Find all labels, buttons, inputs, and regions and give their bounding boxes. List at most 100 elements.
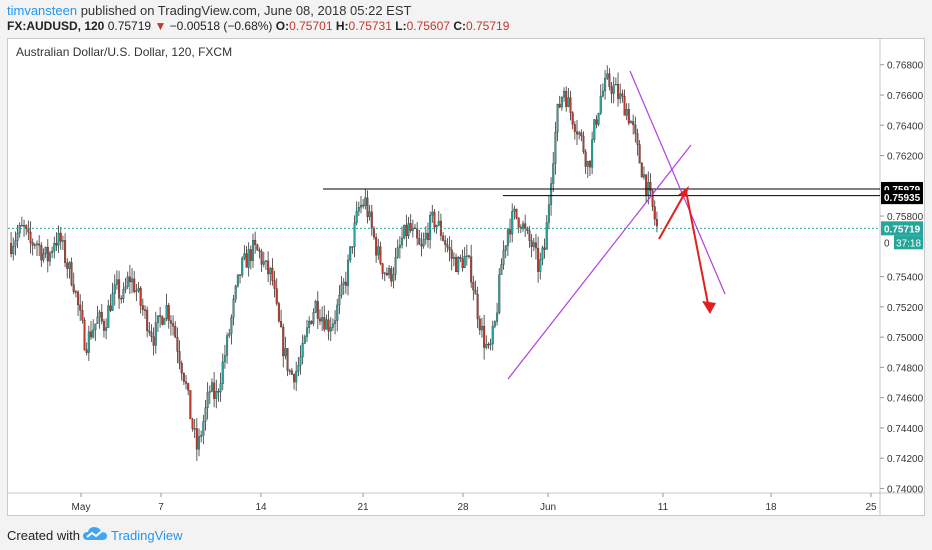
countdown-tag: 37:18 bbox=[896, 238, 921, 249]
candle-body bbox=[565, 91, 568, 107]
ohlc-line: FX:AUDUSD, 120 0.75719 ▼ −0.00518 (−0.68… bbox=[7, 19, 509, 33]
last-price: 0.75719 bbox=[107, 19, 152, 33]
candle-body bbox=[48, 252, 51, 262]
x-tick-label: 25 bbox=[865, 502, 877, 513]
candle-body bbox=[303, 336, 306, 344]
symbol-label: FX:AUDUSD, 120 bbox=[7, 19, 105, 33]
y-tick-label: 0.74400 bbox=[887, 424, 924, 435]
candle-body bbox=[571, 112, 574, 125]
candle-body bbox=[500, 264, 503, 275]
candle-body bbox=[509, 229, 512, 235]
y-tick-label: 0.75400 bbox=[887, 273, 924, 284]
candle-body bbox=[228, 333, 231, 336]
candle-body bbox=[18, 224, 21, 234]
tradingview-brand-link[interactable]: TradingView bbox=[111, 528, 183, 543]
tradingview-cloud-icon[interactable] bbox=[82, 525, 108, 545]
candle-body bbox=[131, 278, 134, 283]
candle-body bbox=[601, 90, 604, 97]
change-value: −0.00518 (−0.68%) bbox=[169, 19, 273, 33]
candle-body bbox=[133, 278, 136, 292]
candle-body bbox=[107, 305, 110, 328]
candle-body bbox=[578, 132, 581, 135]
candle-body bbox=[189, 390, 192, 420]
candle-body bbox=[254, 239, 257, 246]
candle-body bbox=[66, 262, 69, 269]
candle-body bbox=[632, 121, 635, 125]
candle-body bbox=[234, 285, 237, 300]
candle-body bbox=[435, 225, 438, 228]
candle-body bbox=[610, 86, 613, 94]
candle-body bbox=[347, 259, 350, 286]
candle-body bbox=[642, 174, 645, 178]
candle-body bbox=[448, 247, 451, 251]
candle-body bbox=[33, 244, 36, 246]
candle-body bbox=[245, 253, 248, 268]
descending-trendline bbox=[629, 70, 726, 295]
candle-body bbox=[392, 274, 395, 282]
candle-body bbox=[485, 343, 488, 348]
candle-body bbox=[321, 317, 324, 322]
candle-body bbox=[59, 232, 62, 242]
candle-body bbox=[275, 288, 278, 304]
candle-body bbox=[649, 181, 652, 191]
bounce-arrow-line bbox=[658, 190, 687, 240]
candle-body bbox=[286, 348, 289, 371]
candle-body bbox=[582, 135, 585, 152]
candle-body bbox=[87, 331, 90, 353]
candle-body bbox=[370, 211, 373, 229]
candle-body bbox=[251, 239, 255, 261]
author-link[interactable]: timvansteen bbox=[7, 3, 78, 18]
candle-body bbox=[580, 132, 583, 137]
candle-body bbox=[528, 230, 531, 241]
chart-title: Australian Dollar/U.S. Dollar, 120, FXCM bbox=[16, 45, 233, 59]
candle-body bbox=[120, 298, 123, 300]
candle-body bbox=[403, 224, 406, 239]
candle-body bbox=[362, 204, 365, 207]
candle-body bbox=[459, 257, 462, 260]
candle-body bbox=[457, 257, 460, 273]
candle-body bbox=[586, 161, 589, 167]
candle-body bbox=[593, 119, 596, 140]
candle-body bbox=[55, 243, 58, 246]
candle-body bbox=[543, 247, 546, 250]
x-tick-label: 14 bbox=[255, 502, 267, 513]
candle-body bbox=[176, 337, 179, 352]
candle-body bbox=[105, 327, 108, 331]
candle-body bbox=[10, 243, 13, 255]
candle-body bbox=[567, 97, 570, 107]
countdown-tag-bg bbox=[894, 235, 923, 250]
candle-body bbox=[98, 311, 101, 318]
chart-pane[interactable]: 0.76800 0.76600 0.76400 0.76200 0.75800 0.754… bbox=[7, 38, 925, 516]
candle-body bbox=[452, 256, 455, 259]
footer: Created with TradingView bbox=[0, 520, 932, 550]
x-tick-label: 18 bbox=[765, 502, 777, 513]
candle-body bbox=[204, 407, 207, 422]
candle-body bbox=[193, 428, 196, 430]
price-chart[interactable]: 0.76800 0.76600 0.76400 0.76200 0.75800 0.754… bbox=[8, 39, 924, 515]
candle-body bbox=[159, 315, 162, 317]
candle-body bbox=[487, 343, 490, 346]
candle-body bbox=[318, 318, 321, 322]
candle-body bbox=[480, 325, 483, 331]
candle-body bbox=[273, 280, 276, 289]
candle-body bbox=[172, 323, 175, 327]
low-value: 0.75607 bbox=[406, 19, 450, 33]
candle-body bbox=[290, 370, 293, 375]
high-label: H: bbox=[335, 19, 349, 33]
candle-body bbox=[638, 144, 641, 164]
candle-body bbox=[368, 211, 371, 217]
candle-body bbox=[72, 284, 75, 292]
candle-body bbox=[532, 242, 535, 247]
candle-body bbox=[521, 223, 525, 229]
candle-body bbox=[260, 251, 263, 265]
candle-body bbox=[398, 244, 401, 248]
y-tick-label: 0.75000 bbox=[887, 333, 924, 344]
candle-body bbox=[416, 228, 419, 239]
candle-body bbox=[284, 348, 287, 357]
candle-body bbox=[640, 162, 643, 178]
candle-body bbox=[61, 240, 64, 242]
candle-body bbox=[405, 224, 408, 237]
candle-body bbox=[221, 361, 224, 384]
candle-body bbox=[200, 435, 203, 437]
candle-body bbox=[517, 217, 520, 228]
